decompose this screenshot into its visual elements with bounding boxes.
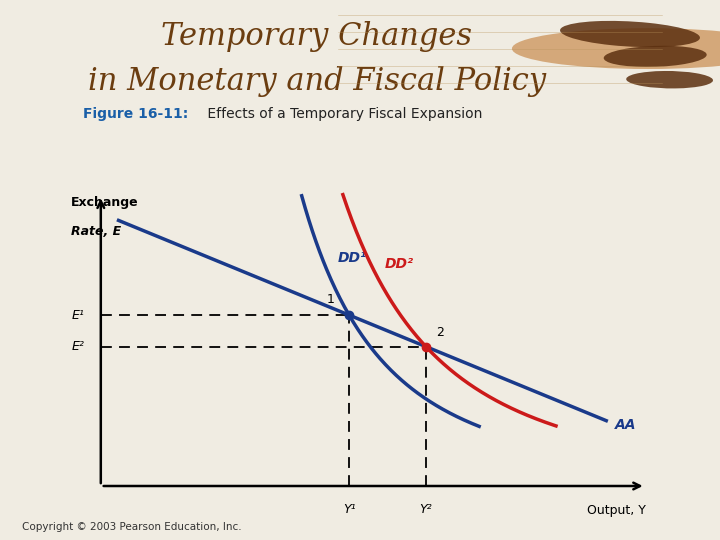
Ellipse shape <box>603 46 707 67</box>
Text: in Monetary and Fiscal Policy: in Monetary and Fiscal Policy <box>88 66 546 97</box>
Text: Effects of a Temporary Fiscal Expansion: Effects of a Temporary Fiscal Expansion <box>203 107 482 121</box>
Text: E¹: E¹ <box>71 308 84 322</box>
Text: E²: E² <box>71 340 84 353</box>
Ellipse shape <box>626 71 713 89</box>
Text: Figure 16-11:: Figure 16-11: <box>83 107 188 121</box>
Text: Rate, E: Rate, E <box>71 225 122 238</box>
Text: AA: AA <box>615 417 636 431</box>
Ellipse shape <box>512 28 720 69</box>
Text: Exchange: Exchange <box>71 195 139 208</box>
Ellipse shape <box>560 21 700 47</box>
Text: 2: 2 <box>436 326 444 339</box>
Text: Y²: Y² <box>420 503 432 516</box>
Text: 1: 1 <box>326 293 334 306</box>
Text: Output, Y: Output, Y <box>587 504 646 517</box>
Text: DD¹: DD¹ <box>337 252 366 266</box>
Text: Temporary Changes: Temporary Changes <box>161 22 472 52</box>
Text: Copyright © 2003 Pearson Education, Inc.: Copyright © 2003 Pearson Education, Inc. <box>22 522 241 532</box>
Text: Y¹: Y¹ <box>343 503 356 516</box>
Text: DD²: DD² <box>384 256 414 271</box>
